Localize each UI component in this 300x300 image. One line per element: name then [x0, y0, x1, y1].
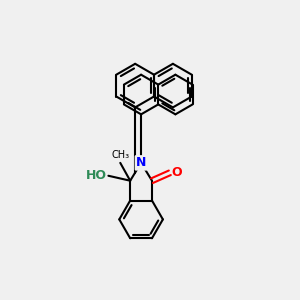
- Text: HO: HO: [85, 169, 106, 182]
- Text: O: O: [172, 166, 182, 179]
- Text: CH₃: CH₃: [111, 150, 129, 160]
- Text: N: N: [136, 156, 146, 170]
